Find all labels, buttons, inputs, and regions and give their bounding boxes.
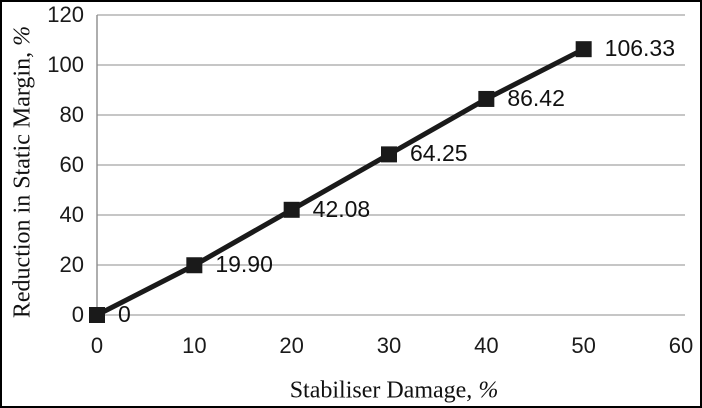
y-tick-label: 20 bbox=[59, 252, 84, 277]
y-tick-label: 0 bbox=[71, 302, 84, 327]
data-point-marker bbox=[283, 201, 300, 218]
y-tick-label: 100 bbox=[47, 52, 84, 77]
x-tick-label: 0 bbox=[90, 333, 104, 358]
x-axis-title: Stabiliser Damage, % bbox=[290, 378, 499, 405]
data-point-marker bbox=[478, 90, 495, 107]
data-label: 42.08 bbox=[312, 195, 371, 222]
data-point-marker bbox=[186, 257, 203, 274]
y-axis-title-text: Reduction in Static Margin, bbox=[9, 45, 36, 319]
y-tick-label: 60 bbox=[59, 152, 84, 177]
data-label: 0 bbox=[118, 301, 131, 327]
x-tick-label: 40 bbox=[474, 333, 499, 358]
y-axis-title-percent: % bbox=[9, 25, 36, 46]
x-tick-label: 50 bbox=[571, 333, 596, 358]
data-point-marker bbox=[381, 146, 397, 163]
x-tick-label: 20 bbox=[279, 333, 304, 358]
data-label: 19.90 bbox=[215, 251, 273, 278]
data-label: 106.33 bbox=[604, 35, 676, 62]
series-line bbox=[95, 46, 585, 318]
x-tick-label: 60 bbox=[668, 333, 694, 358]
x-axis-title-text: Stabiliser Damage, bbox=[289, 377, 479, 404]
y-tick-label: 80 bbox=[59, 102, 84, 127]
x-tick-label: 10 bbox=[182, 333, 207, 358]
data-point-marker bbox=[575, 41, 592, 58]
x-axis-title-percent: % bbox=[478, 377, 499, 404]
data-label: 64.25 bbox=[410, 140, 468, 167]
x-tick-label: 30 bbox=[376, 333, 402, 358]
data-point-marker bbox=[89, 307, 105, 323]
y-tick-label: 40 bbox=[59, 202, 84, 227]
y-tick-label: 120 bbox=[47, 2, 84, 27]
data-label: 86.42 bbox=[507, 84, 565, 111]
